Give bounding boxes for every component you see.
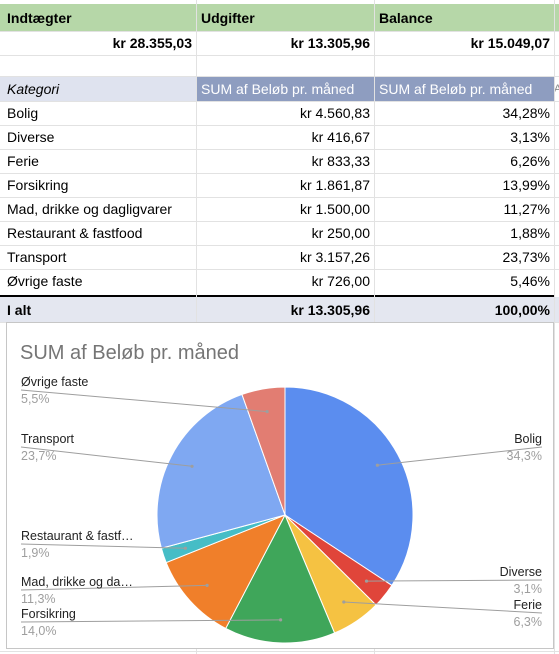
pivot-col-pct[interactable]: SUM af Beløb pr. måned xyxy=(379,81,533,97)
pie-label-name: Forsikring xyxy=(21,607,76,621)
value-balance[interactable]: kr 15.049,07 xyxy=(470,35,550,51)
pivot-cell-pct[interactable]: 1,88% xyxy=(510,225,550,241)
pie-leader-dot xyxy=(183,546,187,550)
pie-label-name: Bolig xyxy=(514,432,542,446)
pivot-cell-kategori[interactable]: Restaurant & fastfood xyxy=(7,225,143,241)
pivot-cell-sum[interactable]: kr 833,33 xyxy=(311,153,370,169)
pie-leader-dot xyxy=(279,618,283,622)
header-udgifter[interactable]: Udgifter xyxy=(201,9,255,26)
pie-leader-dot xyxy=(190,464,194,468)
pivot-cell-sum[interactable]: kr 250,00 xyxy=(311,225,370,241)
pie-label-pct: 1,9% xyxy=(21,546,50,560)
pivot-cell-sum[interactable]: kr 1.500,00 xyxy=(299,201,370,217)
pivot-cell-pct[interactable]: 3,13% xyxy=(510,129,550,145)
pivot-header-row: Kategori SUM af Beløb pr. måned SUM af B… xyxy=(0,77,559,101)
total-label[interactable]: I alt xyxy=(7,301,32,318)
header-balance[interactable]: Balance xyxy=(379,9,433,26)
pivot-total-row: I alt kr 13.305,96 100,00% xyxy=(0,297,559,322)
pie-chart[interactable]: SUM af Beløb pr. måned Bolig 34,3% Diverse… xyxy=(6,322,554,649)
pie-slice[interactable] xyxy=(225,513,336,644)
pie-slice[interactable] xyxy=(156,393,286,549)
pie-slice[interactable] xyxy=(241,386,286,516)
pie-label-pct: 3,1% xyxy=(514,582,543,596)
pivot-col-sum[interactable]: SUM af Beløb pr. måned xyxy=(201,81,355,97)
pie-label-name: Mad, drikke og da… xyxy=(21,575,133,589)
pie-leader-dot xyxy=(265,410,269,414)
pie-leader-line xyxy=(20,619,281,623)
pivot-cell-pct[interactable]: 34,28% xyxy=(502,105,550,121)
pie-labels: Bolig 34,3% Diverse 3,1% Ferie 6,3% Forsikring… xyxy=(20,375,543,638)
pie-label-pct: 34,3% xyxy=(507,449,542,463)
pivot-cell-pct[interactable]: 6,26% xyxy=(510,153,550,169)
pie-leader-line xyxy=(366,579,543,582)
pivot-row: Transport kr 3.157,26 23,73% xyxy=(0,245,559,269)
pivot-cell-kategori[interactable]: Øvrige faste xyxy=(7,273,83,289)
pie-label-name: Ferie xyxy=(514,598,543,612)
pivot-cell-pct[interactable]: 23,73% xyxy=(502,249,550,265)
pie-leader-line xyxy=(377,446,543,466)
pivot-cell-pct[interactable]: 13,99% xyxy=(502,177,550,193)
pivot-col-kategori[interactable]: Kategori xyxy=(0,77,196,101)
pivot-cell-sum[interactable]: kr 3.157,26 xyxy=(299,249,370,265)
summary-values-row: kr 28.355,03 kr 13.305,96 kr 15.049,07 xyxy=(0,31,559,55)
pie-leader-line xyxy=(20,446,193,467)
pivot-row: Mad, drikke og dagligvarer kr 1.500,00 11,… xyxy=(0,197,559,221)
pie-label-name: Restaurant & fastf… xyxy=(21,529,134,543)
pivot-cell-sum[interactable]: kr 1.861,87 xyxy=(299,177,370,193)
pivot-cell-pct[interactable]: 5,46% xyxy=(510,273,550,289)
pivot-cell-sum[interactable]: kr 416,67 xyxy=(311,129,370,145)
pie-leader-line xyxy=(343,601,543,614)
total-top-border xyxy=(0,295,554,297)
pivot-row: Diverse kr 416,67 3,13% xyxy=(0,125,559,149)
pivot-cell-sum[interactable]: kr 726,00 xyxy=(311,273,370,289)
pie-leader-dot xyxy=(342,600,346,604)
pivot-col-extra[interactable]: A xyxy=(554,77,559,101)
pivot-cell-kategori[interactable]: Mad, drikke og dagligvarer xyxy=(7,201,172,217)
pivot-cell-kategori[interactable]: Bolig xyxy=(7,105,39,121)
pie-leader-line xyxy=(20,389,268,413)
summary-header-row: Indtægter Udgifter Balance xyxy=(0,4,559,31)
value-indtaegter[interactable]: kr 28.355,03 xyxy=(112,35,192,51)
pie-label-pct: 23,7% xyxy=(21,449,56,463)
pie-leader-dot xyxy=(375,463,379,467)
pie-leader-line xyxy=(20,584,208,591)
chart-title: SUM af Beløb pr. måned xyxy=(20,342,239,364)
header-indtaegter[interactable]: Indtægter xyxy=(7,9,72,26)
pivot-cell-kategori[interactable]: Ferie xyxy=(7,153,39,169)
pie-slice[interactable] xyxy=(165,514,287,630)
pie-slices xyxy=(156,386,414,644)
pie-label-name: Øvrige faste xyxy=(21,375,88,389)
pie-leader-dot xyxy=(364,579,369,583)
pie-label-name: Transport xyxy=(21,432,75,446)
pivot-row: Bolig kr 4.560,83 34,28% xyxy=(0,101,559,125)
pie-leader-line xyxy=(20,543,186,549)
pie-label-pct: 5,5% xyxy=(21,392,50,406)
pivot-cell-kategori[interactable]: Forsikring xyxy=(7,177,69,193)
value-udgifter[interactable]: kr 13.305,96 xyxy=(290,35,370,51)
pivot-cell-sum[interactable]: kr 4.560,83 xyxy=(299,105,370,121)
pivot-row: Øvrige faste kr 726,00 5,46% xyxy=(0,269,559,293)
pivot-row: Forsikring kr 1.861,87 13,99% xyxy=(0,173,559,197)
pivot-cell-kategori[interactable]: Diverse xyxy=(7,129,55,145)
total-pct[interactable]: 100,00% xyxy=(494,301,550,318)
pie-label-pct: 11,3% xyxy=(21,592,56,606)
pivot-cell-kategori[interactable]: Transport xyxy=(7,249,67,265)
pie-label-pct: 6,3% xyxy=(514,615,543,629)
pie-chart-svg: SUM af Beløb pr. måned Bolig 34,3% Diverse… xyxy=(20,342,543,644)
pivot-row: Restaurant & fastfood kr 250,00 1,88% xyxy=(0,221,559,245)
pie-label-name: Diverse xyxy=(500,565,542,579)
pie-label-pct: 14,0% xyxy=(21,624,56,638)
total-sum[interactable]: kr 13.305,96 xyxy=(290,301,370,318)
pivot-cell-pct[interactable]: 11,27% xyxy=(503,201,550,217)
pie-leader-dot xyxy=(205,583,209,587)
pivot-row: Ferie kr 833,33 6,26% xyxy=(0,149,559,173)
